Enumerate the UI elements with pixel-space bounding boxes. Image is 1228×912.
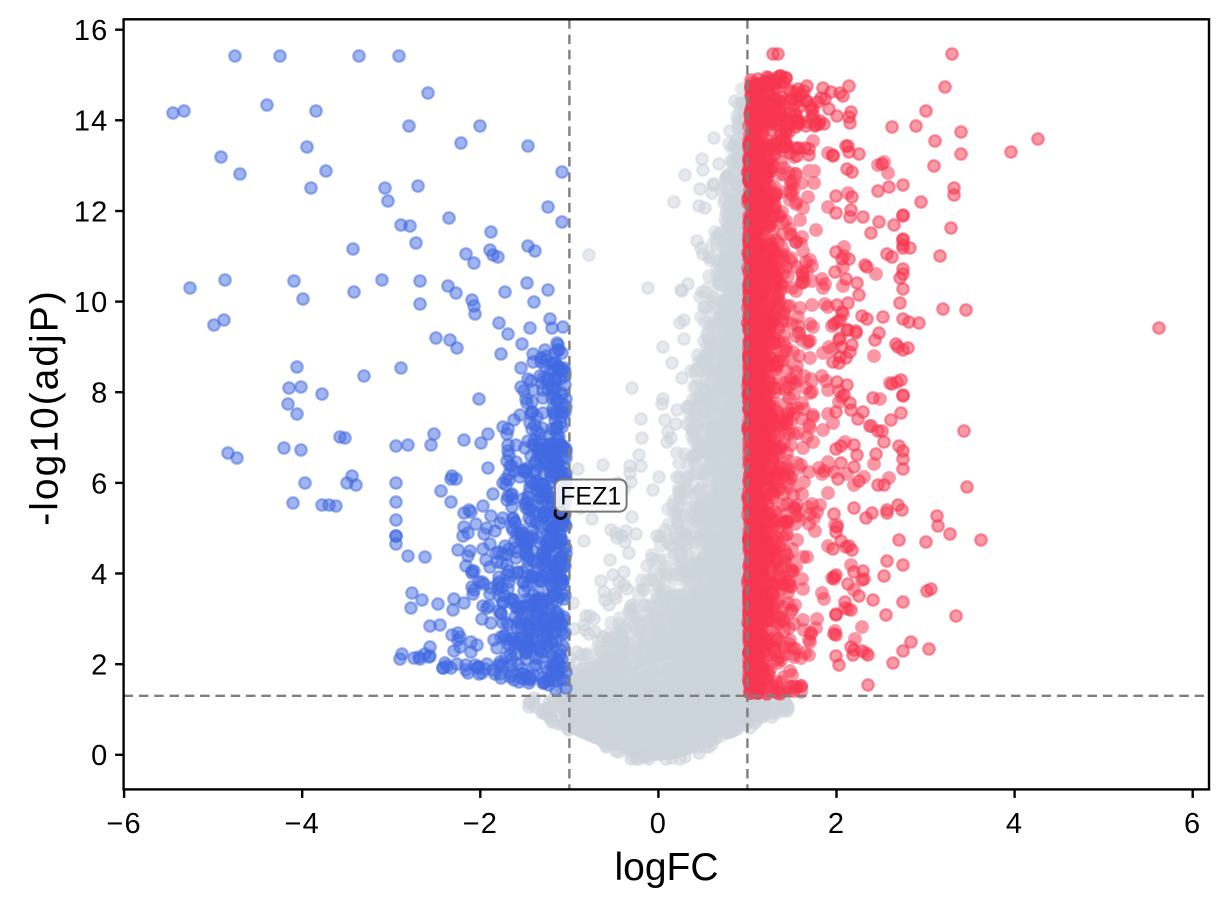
svg-text:2: 2 bbox=[828, 808, 845, 840]
svg-text:4: 4 bbox=[1006, 808, 1023, 840]
svg-text:FEZ1: FEZ1 bbox=[560, 483, 621, 511]
svg-text:10: 10 bbox=[74, 287, 109, 319]
svg-text:6: 6 bbox=[1184, 808, 1201, 840]
svg-text:-log10(adjP): -log10(adjP) bbox=[24, 289, 67, 525]
svg-text:8: 8 bbox=[91, 378, 108, 410]
svg-text:−6: −6 bbox=[106, 808, 141, 840]
svg-text:0: 0 bbox=[650, 808, 667, 840]
svg-text:0: 0 bbox=[91, 740, 108, 772]
svg-text:12: 12 bbox=[74, 196, 109, 228]
svg-text:−4: −4 bbox=[284, 808, 319, 840]
svg-text:6: 6 bbox=[91, 468, 108, 500]
svg-text:−2: −2 bbox=[463, 808, 498, 840]
svg-text:4: 4 bbox=[91, 559, 108, 591]
svg-text:16: 16 bbox=[74, 15, 109, 47]
svg-text:2: 2 bbox=[91, 650, 108, 682]
svg-text:logFC: logFC bbox=[614, 846, 718, 889]
svg-text:14: 14 bbox=[74, 106, 109, 138]
